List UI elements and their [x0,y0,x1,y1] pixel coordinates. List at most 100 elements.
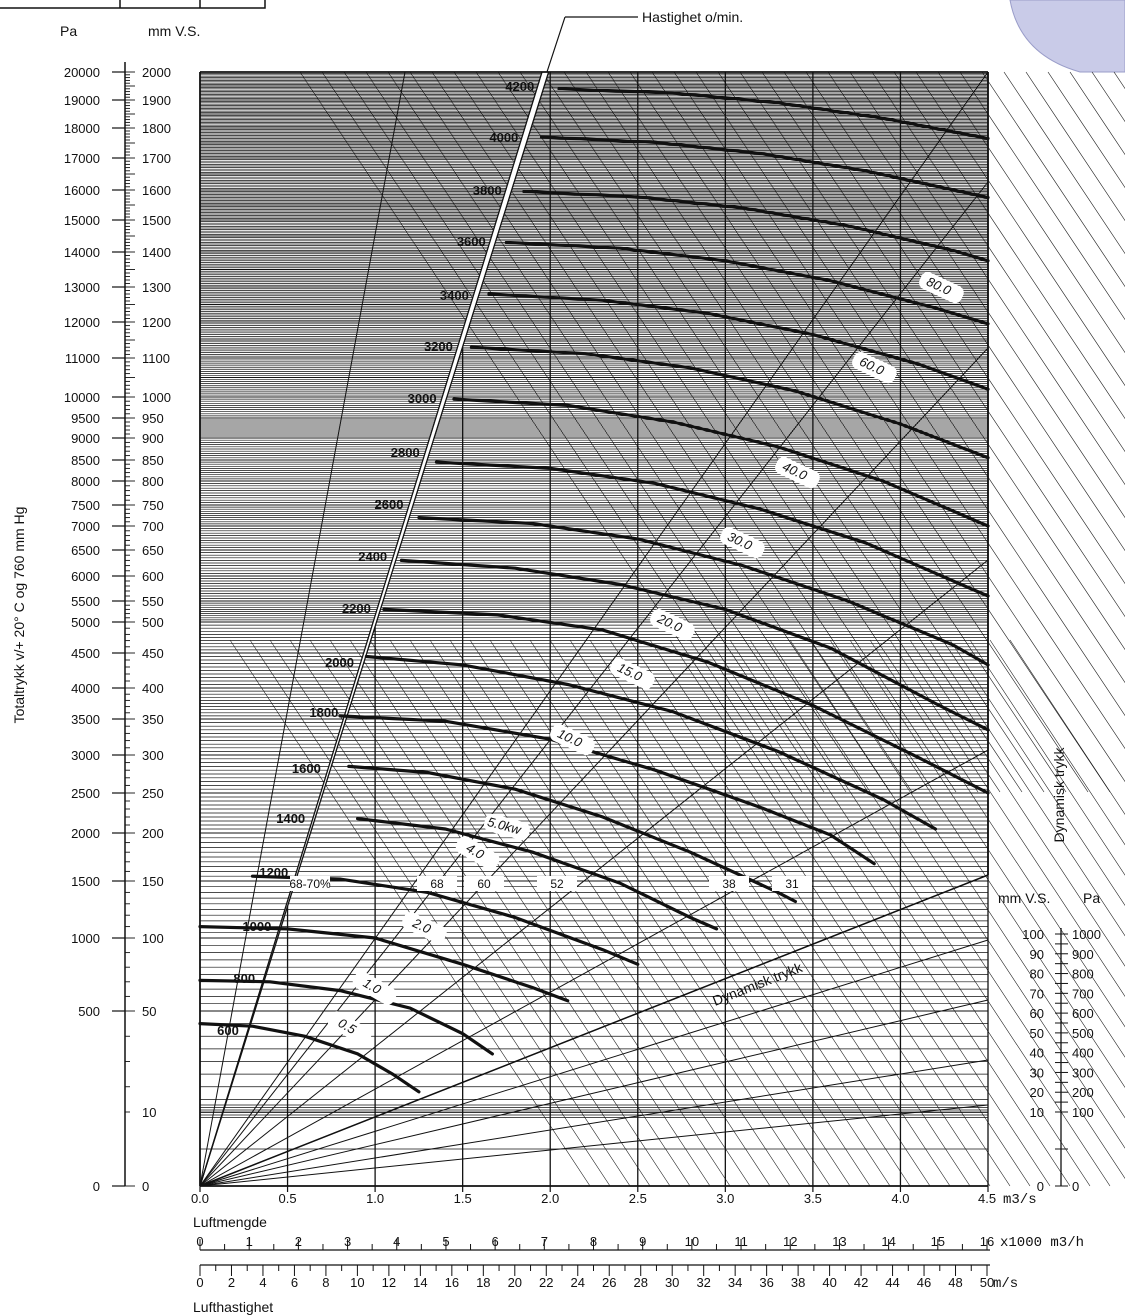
y-unit-pa: Pa [60,23,77,39]
efficiency-label: 38 [722,877,736,891]
dynamic-pressure-line [199,874,989,1187]
pa-tick-label: 6500 [71,543,100,558]
speed-curve-1800 [338,714,876,866]
mm-tick-label: 10 [142,1105,156,1120]
flow-tick-label: 8 [590,1234,597,1249]
power-label-bg [352,971,397,1005]
power-hatch-line [369,639,731,1187]
speed-curve-4000 [539,135,990,200]
pa-tick-label: 5500 [71,594,100,609]
velocity-tick-label: 10 [350,1275,364,1290]
speed-curve-2600 [417,516,990,667]
chart-labels: 2000019000180001700016000150001400013000… [64,65,1101,1290]
velocity-tick-label: 50 [980,1275,994,1290]
pa-tick-label: 15000 [64,213,100,228]
power-hatch-line [549,639,911,1187]
power-hatch-line [541,71,1023,793]
velocity-tick-label: 28 [633,1275,647,1290]
speed-curves [198,87,990,1094]
flow-tick-label: 16 [980,1234,994,1249]
mm-tick-label: 1100 [142,351,170,366]
power-hatch-line [649,639,1011,1187]
power-hatch-line [299,71,781,793]
mm-tick-label: 2000 [142,65,171,80]
flow-tick-label: 9 [639,1234,646,1249]
speed-band-right-edge [199,71,550,1187]
system-line [199,749,989,1187]
flow-tick-label: 6 [492,1234,499,1249]
velocity-tick-label: 0 [196,1275,203,1290]
mm-tick-label: 100 [142,931,164,946]
rpm-label-3600: 3600 [457,234,486,249]
power-hatch-line [519,71,1001,793]
velocity-tick-label: 42 [854,1275,868,1290]
flow-tick-label: 5 [442,1234,449,1249]
velocity-tick-label: 24 [571,1275,585,1290]
flow-tick-label: 14 [881,1234,895,1249]
flow-tick-label: 13 [832,1234,846,1249]
velocity-tick-label: 12 [382,1275,396,1290]
rpm-label-1800: 1800 [309,705,338,720]
dyn-mm-tick-label: 0 [1037,1179,1044,1194]
rpm-label-2000: 2000 [325,655,354,670]
speed-curve-3800 [522,189,990,263]
dyn-mm-tick-label: 50 [1030,1026,1044,1041]
flow-tick-label: 7 [541,1234,548,1249]
flow-tick-label: 15 [931,1234,945,1249]
power-hatch-line [827,71,1125,519]
system-line [199,1059,989,1187]
power-hatch-line [1069,71,1125,156]
power-label-bg [455,836,500,870]
power-hatch-line [871,71,1125,453]
x-tick-label: 1.5 [454,1191,472,1206]
dyn-unit-mmvs: mm V.S. [998,890,1050,906]
power-hatch-line [343,71,825,793]
mm-tick-label: 1200 [142,315,171,330]
efficiency-label: 31 [785,877,799,891]
power-hatch-line [981,71,1125,288]
efficiency-label: 68 [430,877,444,891]
speed-leader-diag [544,16,566,79]
power-label-bg [402,912,447,944]
top-left-table-fragment [0,0,266,9]
rpm-label-2800: 2800 [391,445,420,460]
flow-tick-label: 3 [344,1234,351,1249]
power-hatch-line [389,639,751,1187]
power-hatch-line [783,71,1125,585]
power-hatch-line [489,639,851,1187]
power-hatch-line [909,639,1125,967]
power-hatch-line [429,639,791,1187]
rpm-label-4200: 4200 [505,79,534,94]
power-hatch-line [469,639,831,1187]
dyn-mm-tick-label: 40 [1030,1046,1044,1061]
power-hatch-line [695,71,1125,717]
power-hatch-line [937,71,1125,354]
velocity-tick-label: 30 [665,1275,679,1290]
x-axis-unit: m3/s [1003,1192,1037,1208]
dyn-pa-tick-label: 0 [1072,1179,1079,1194]
dyn-pa-tick-label: 500 [1072,1026,1094,1041]
velocity-axis-title: Lufthastighet [193,1299,273,1315]
velocity-tick-label: 22 [539,1275,553,1290]
power-hatch-line [309,639,671,1187]
rpm-label-1200: 1200 [259,865,288,880]
power-hatch-line [563,71,1045,793]
efficiency-label: 68-70% [289,877,331,891]
axes [112,62,1068,1276]
system-line [199,1104,989,1187]
velocity-tick-label: 46 [917,1275,931,1290]
dyn-pa-tick-label: 600 [1072,1006,1094,1021]
pa-tick-label: 18000 [64,121,100,136]
mm-tick-label: 350 [142,712,164,727]
speed-curve-1600 [347,764,797,904]
speed-curve-2000 [364,654,938,831]
corner-tab-decoration [1009,0,1125,73]
speed-curve-600 [198,1022,421,1094]
flow-tick-label: 10 [685,1234,699,1249]
flow-axis-unit: x1000 m3/h [1000,1235,1084,1251]
mm-tick-label: 900 [142,431,164,446]
mm-tick-label: 650 [142,543,164,558]
mm-tick-label: 700 [142,519,164,534]
mm-tick-label: 550 [142,594,164,609]
